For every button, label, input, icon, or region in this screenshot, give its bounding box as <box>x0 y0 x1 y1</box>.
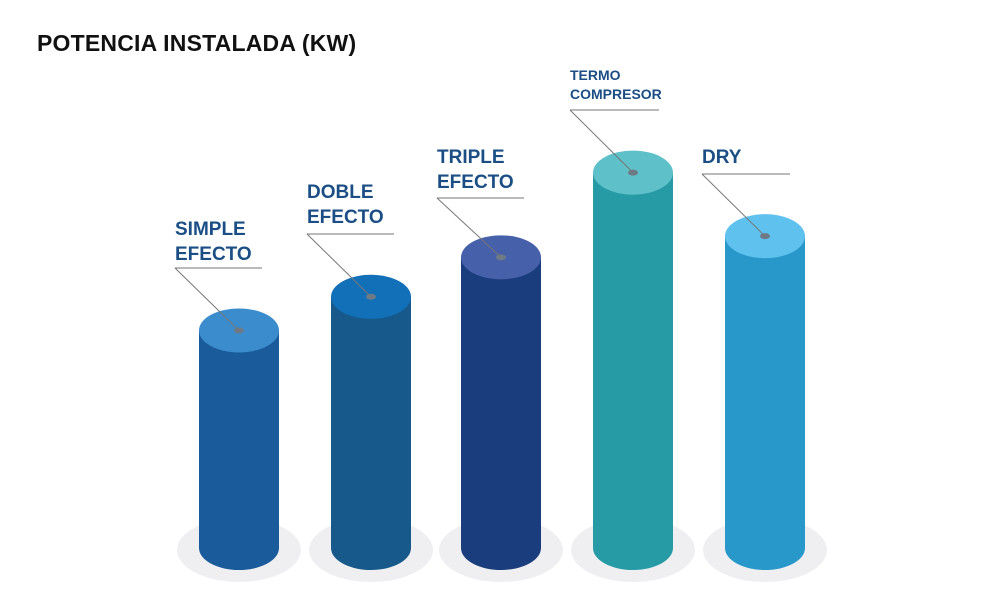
bar-5: DRY <box>701 147 827 582</box>
bar-3: TRIPLE EFECTO <box>436 147 563 582</box>
label-leader-line <box>174 267 240 331</box>
category-label: EFECTO <box>437 172 514 193</box>
category-label: TERMO <box>570 67 621 83</box>
category-label: EFECTO <box>175 244 252 265</box>
label-leader-line <box>436 197 502 258</box>
category-label: TRIPLE <box>437 147 505 168</box>
bar-2: DOBLE EFECTO <box>306 182 433 582</box>
category-label: DOBLE <box>307 182 374 203</box>
bar-body <box>461 257 541 570</box>
chart-title: POTENCIA INSTALADA (KW) <box>37 30 357 56</box>
category-label: DRY <box>702 147 742 168</box>
bar-body <box>725 236 805 570</box>
bar-1: SIMPLE EFECTO <box>174 219 301 582</box>
label-leader-line <box>569 109 634 173</box>
bar-4: TERMO COMPRESOR <box>569 67 695 582</box>
category-label: SIMPLE <box>175 219 246 240</box>
label-leader-line <box>306 233 372 298</box>
bar-body <box>331 296 411 570</box>
label-leader-line <box>701 173 766 237</box>
category-label: EFECTO <box>307 207 384 228</box>
category-label: COMPRESOR <box>570 86 662 102</box>
bar-body <box>199 330 279 570</box>
bar-body <box>593 172 673 570</box>
